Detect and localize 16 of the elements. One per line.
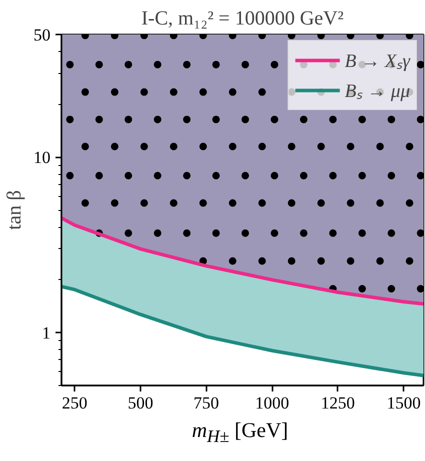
x-tick-label: 1500 <box>386 394 421 412</box>
legend-label: B → Xₛγ <box>344 50 410 73</box>
x-tick-label: 250 <box>62 394 88 412</box>
y-tick-label: 1 <box>42 324 50 343</box>
y-tick-label: 50 <box>34 26 50 44</box>
x-tick-label: 500 <box>128 394 154 412</box>
x-axis-title: m$_{H±}$ [GeV] <box>192 417 288 448</box>
chart-title: I-C, m₁₂² = 100000 GeV² <box>141 8 344 30</box>
x-tick-label: 750 <box>194 394 220 412</box>
x-tick-label: 1250 <box>320 394 355 412</box>
legend-label: Bₛ → μμ <box>344 80 410 103</box>
y-axis-title: tan β <box>4 190 26 230</box>
y-tick-label: 10 <box>34 148 50 168</box>
line-series <box>62 284 424 378</box>
x-tick-label: 1000 <box>255 394 290 412</box>
line-series <box>62 216 424 306</box>
